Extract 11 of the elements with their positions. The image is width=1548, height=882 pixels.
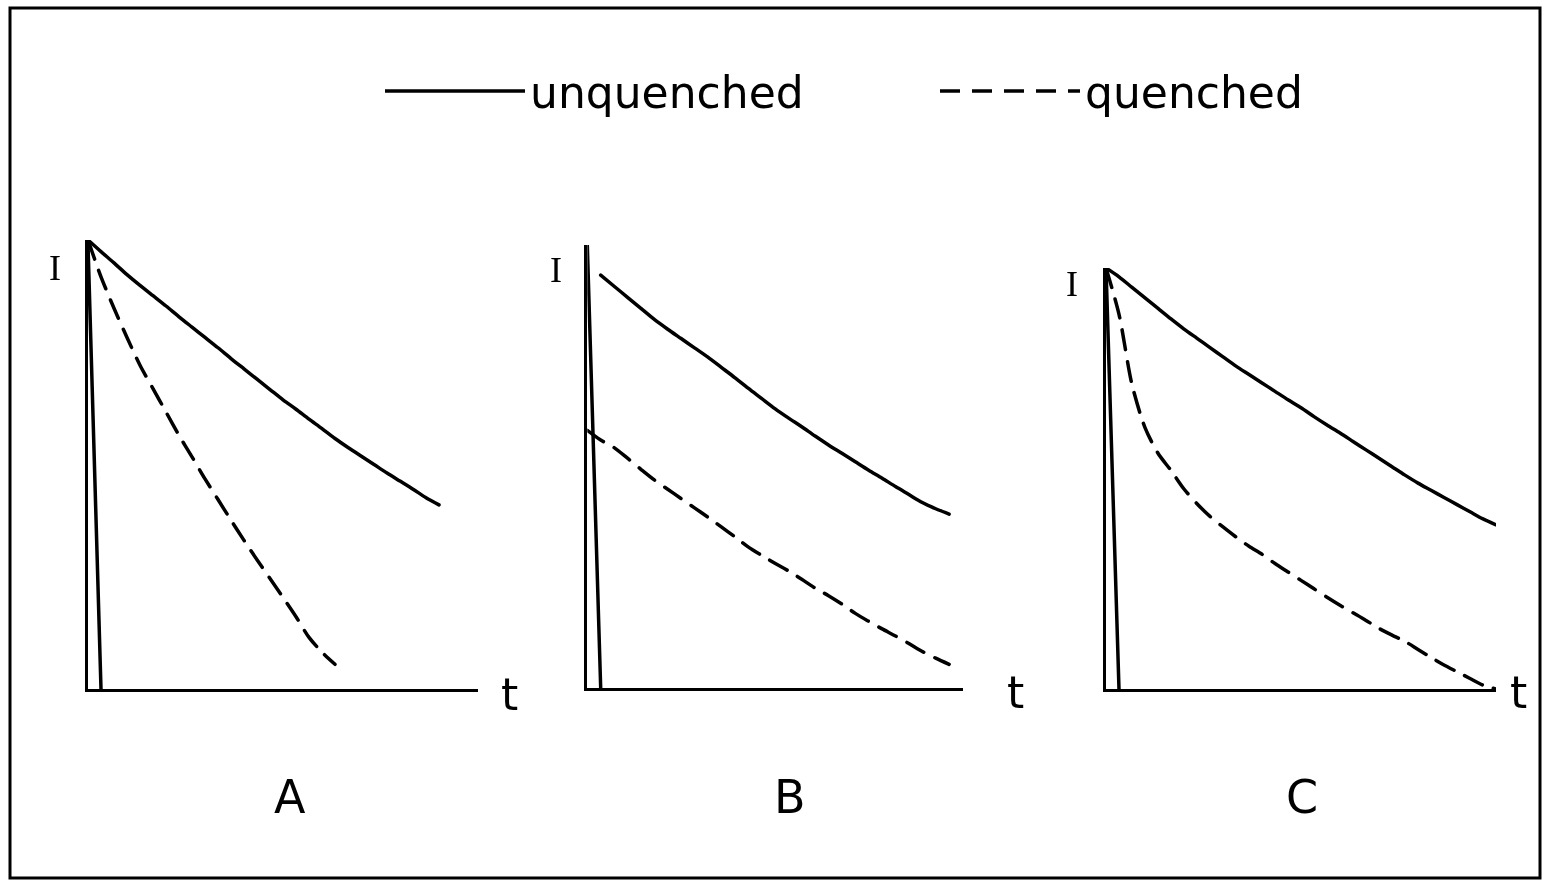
legend-label: unquenched [530,67,804,119]
text: C [1286,770,1319,824]
x-axis-title: t [1510,667,1528,718]
y-axis-title: I [1066,264,1078,304]
y-axis-title: I [550,250,562,290]
legend-label: quenched [1085,67,1303,119]
text: B [774,770,806,824]
x-axis-title: t [501,669,519,720]
text: A [274,770,306,824]
x-axis-title: t [1007,667,1025,718]
y-axis-title: I [49,248,61,288]
